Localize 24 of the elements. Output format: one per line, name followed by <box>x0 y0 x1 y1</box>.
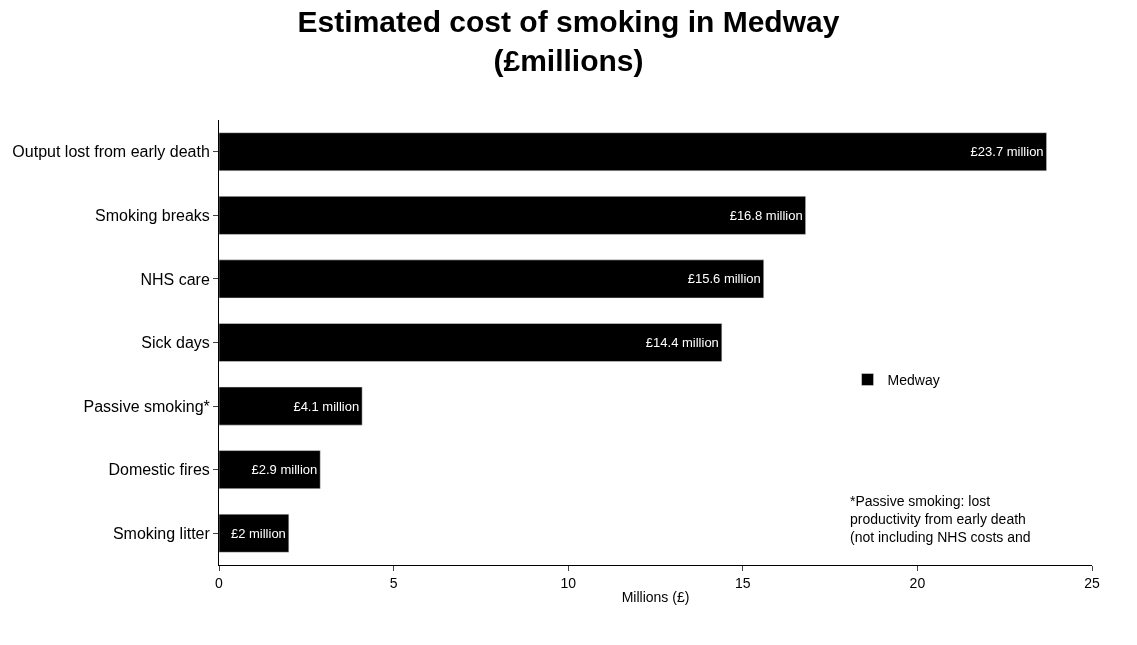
y-tick-label: Smoking breaks <box>95 206 210 224</box>
x-tick-label: 10 <box>560 574 577 591</box>
y-tick-label: Domestic fires <box>108 461 210 479</box>
legend-label: Medway <box>887 371 940 388</box>
data-label: £16.8 million <box>729 207 803 223</box>
data-label: £2.9 million <box>251 462 318 478</box>
data-label: £23.7 million <box>970 144 1044 160</box>
x-axis-title: Millions (£) <box>621 589 690 606</box>
data-label: £2 million <box>230 525 286 541</box>
x-tick-label: 25 <box>1084 574 1100 591</box>
y-tick-label: NHS care <box>140 270 210 288</box>
y-tick-label: Smoking litter <box>112 524 211 542</box>
chart-title: Estimated cost of smoking in Medway (£millions) <box>297 5 840 78</box>
y-tick-label: Passive smoking* <box>83 397 210 415</box>
x-tick-label: 0 <box>215 574 224 591</box>
x-tick-label: 15 <box>735 574 751 591</box>
annotation: *Passive smoking: lost productivity from early death (not including NHS costs and <box>850 493 1031 546</box>
x-tick-label: 5 <box>389 574 398 591</box>
y-tick-label: Sick days <box>141 334 210 352</box>
y-tick-label: Output lost from early death <box>12 143 210 161</box>
data-label: £4.1 million <box>293 398 360 414</box>
x-tick-label: 20 <box>909 574 926 591</box>
data-label: £14.4 million <box>645 335 719 350</box>
data-label: £15.6 million <box>687 271 761 287</box>
